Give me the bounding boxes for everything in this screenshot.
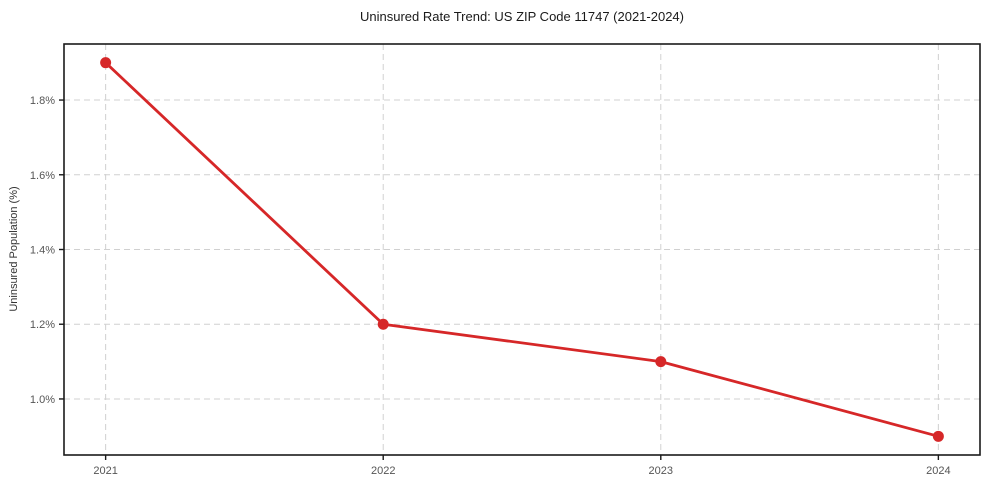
trend-line: [104, 61, 940, 438]
chart-title: Uninsured Rate Trend: US ZIP Code 11747 …: [360, 9, 684, 24]
y-tick-label: 1.0%: [30, 394, 55, 406]
y-axis-label: Uninsured Population (%): [8, 186, 20, 312]
x-tick-label: 2024: [926, 465, 950, 477]
data-point-2023: [655, 356, 667, 368]
y-tick-label: 1.2%: [30, 319, 55, 331]
data-point-2022: [377, 318, 389, 330]
x-tick-label: 2021: [93, 465, 117, 477]
data-point-2024: [932, 430, 944, 442]
y-tick-label: 1.4%: [30, 245, 55, 257]
y-tick-label: 1.6%: [30, 170, 55, 182]
x-tick-label: 2022: [371, 465, 395, 477]
y-tick-label: 1.8%: [30, 95, 55, 107]
plot-border: [63, 43, 981, 456]
data-point-2021: [100, 57, 112, 69]
x-tick-label: 2023: [649, 465, 673, 477]
